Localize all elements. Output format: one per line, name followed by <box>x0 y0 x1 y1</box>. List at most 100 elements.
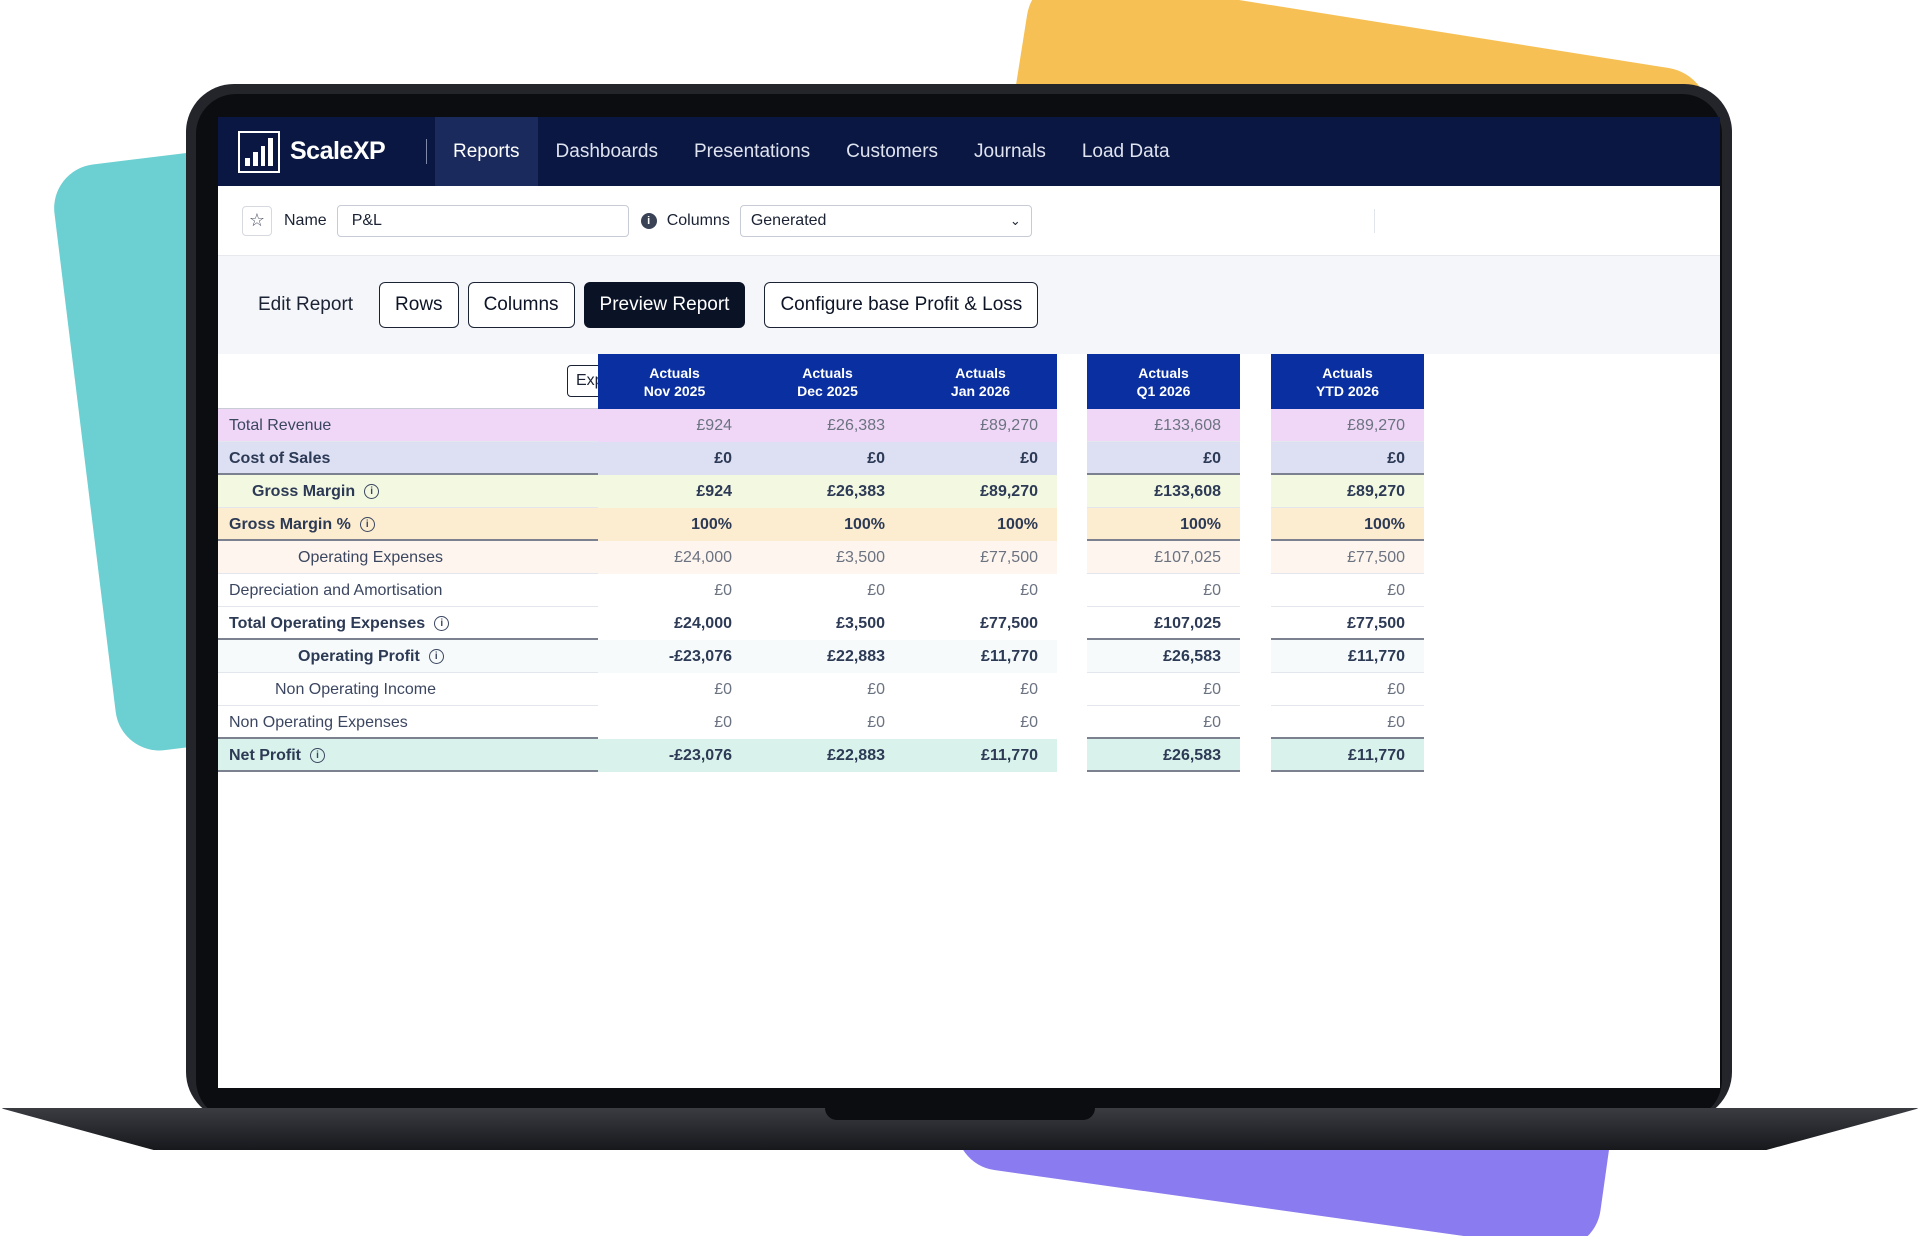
info-icon[interactable]: i <box>434 616 450 631</box>
value-cell: £0 <box>598 442 751 475</box>
value-cell: £11,770 <box>1271 640 1424 673</box>
value-cell: £22,883 <box>751 739 904 772</box>
nav-divider <box>426 139 427 164</box>
value-cell: £0 <box>598 706 751 739</box>
info-icon[interactable]: i <box>359 517 375 532</box>
row-divider <box>1087 638 1240 640</box>
row-divider <box>1087 672 1240 673</box>
value-cell: -£23,076 <box>598 739 751 772</box>
info-icon[interactable]: i <box>428 649 444 664</box>
row-divider <box>1271 705 1424 706</box>
table-body: Total Revenue▼£924£26,383£89,270£133,608… <box>218 409 1720 772</box>
column-header-type: Actuals <box>1138 364 1189 381</box>
chevron-down-icon: ⌄ <box>1009 212 1021 228</box>
columns-button[interactable]: Columns <box>467 282 575 328</box>
value-cell: £11,770 <box>904 739 1057 772</box>
configure-pl-button[interactable]: Configure base Profit & Loss <box>764 282 1039 328</box>
column-header-period: Jan 2026 <box>950 382 1011 399</box>
table-row: Non Operating Expenses▼£0£0£0£0£0 <box>218 706 1720 739</box>
row-divider <box>1087 770 1240 772</box>
brand-name: ScaleXP <box>290 137 386 165</box>
value-cell: £924 <box>598 409 751 442</box>
value-cell: £0 <box>751 673 904 706</box>
value-cell: £0 <box>598 574 751 607</box>
row-label: Gross Margin % <box>229 515 351 533</box>
column-header-period: Dec 2025 <box>797 382 858 399</box>
row-label: Total Revenue <box>229 416 332 434</box>
value-cell: 100% <box>904 508 1057 541</box>
columns-label: Columns <box>666 211 730 229</box>
value-cell: £24,000 <box>598 541 751 574</box>
info-icon[interactable]: i <box>364 484 380 499</box>
value-cell: £0 <box>904 442 1057 475</box>
value-cell: £0 <box>1087 706 1240 739</box>
table-row: Operating Profit i -£23,076 £22,883 £11,770 £… <box>218 640 1720 673</box>
value-cell: £77,500 <box>1271 607 1424 640</box>
value-cell: £0 <box>1271 706 1424 739</box>
value-cell: £0 <box>1087 673 1240 706</box>
row-label: Non Operating Expenses <box>229 713 408 731</box>
top-nav: ScaleXP Reports Dashboards Presentations… <box>218 117 1720 186</box>
rows-button[interactable]: Rows <box>379 282 459 328</box>
table-row: Net Profit i -£23,076 £22,883 £11,770 £26,583… <box>218 739 1720 772</box>
table-row: Total Operating Expenses i £24,000 £3,500 £7… <box>218 607 1720 640</box>
row-label: Operating Expenses <box>298 548 443 566</box>
row-divider <box>1271 539 1424 541</box>
table-row: Operating Expenses▼£24,000£3,500£77,500£… <box>218 541 1720 574</box>
row-label: Net Profit <box>229 746 301 764</box>
value-cell: £924 <box>598 475 751 508</box>
value-cell: £77,500 <box>904 607 1057 640</box>
value-cell: 100% <box>751 508 904 541</box>
value-cell: £89,270 <box>904 409 1057 442</box>
value-cell: -£23,076 <box>598 640 751 673</box>
star-icon[interactable]: ☆ <box>242 205 272 236</box>
name-label: Name <box>284 211 327 229</box>
divider <box>1373 208 1375 233</box>
nav-item-dashboards[interactable]: Dashboards <box>555 140 658 162</box>
row-label: Operating Profit <box>298 647 420 665</box>
logo-icon <box>238 130 280 173</box>
value-cell: £0 <box>904 706 1057 739</box>
info-icon[interactable]: i <box>310 748 325 763</box>
nav-item-presentations[interactable]: Presentations <box>693 140 811 162</box>
value-cell: £0 <box>1271 574 1424 607</box>
value-cell: £0 <box>751 574 904 607</box>
preview-report-button[interactable]: Preview Report <box>583 282 746 328</box>
value-cell: £26,583 <box>1087 739 1240 772</box>
value-cell: 100% <box>1087 508 1240 541</box>
row-label: Depreciation and Amortisation <box>229 581 443 599</box>
value-cell: £89,270 <box>1271 475 1424 508</box>
column-header-type: Actuals <box>649 364 700 381</box>
table-row: Depreciation and Amortisation▼£0£0£0£0£0 <box>218 574 1720 607</box>
value-cell: £26,583 <box>1087 640 1240 673</box>
value-cell: £0 <box>598 673 751 706</box>
info-icon[interactable]: i <box>640 212 657 229</box>
value-cell: £26,383 <box>751 475 904 508</box>
row-divider <box>1087 606 1240 607</box>
column-header-period: Nov 2025 <box>643 382 706 399</box>
value-cell: £3,500 <box>751 541 904 574</box>
table-row: Gross Margin i £924 £26,383 £89,270 £133,608 £… <box>218 475 1720 508</box>
value-cell: £107,025 <box>1087 541 1240 574</box>
column-header-period: Q1 2026 <box>1136 382 1191 399</box>
nav-item-reports[interactable]: Reports <box>435 117 538 186</box>
row-divider <box>1087 441 1240 442</box>
columns-select[interactable]: Generated ⌄ <box>739 204 1032 237</box>
laptop-notch <box>825 1108 1095 1120</box>
report-name-input[interactable]: P&L <box>336 204 629 237</box>
row-divider <box>1271 507 1424 508</box>
row-divider <box>1271 737 1424 739</box>
nav-item-load-data[interactable]: Load Data <box>1081 140 1170 162</box>
columns-select-value: Generated <box>750 211 827 229</box>
value-cell: £133,608 <box>1087 475 1240 508</box>
nav-item-journals[interactable]: Journals <box>974 140 1046 162</box>
value-cell: £11,770 <box>1271 739 1424 772</box>
value-cell: £11,770 <box>904 640 1057 673</box>
value-cell: £77,500 <box>904 541 1057 574</box>
value-cell: £133,608 <box>1087 409 1240 442</box>
row-divider <box>1087 539 1240 541</box>
nav-item-customers[interactable]: Customers <box>846 140 939 162</box>
brand[interactable]: ScaleXP <box>218 117 426 186</box>
value-cell: £0 <box>1087 574 1240 607</box>
row-divider <box>1087 473 1240 475</box>
